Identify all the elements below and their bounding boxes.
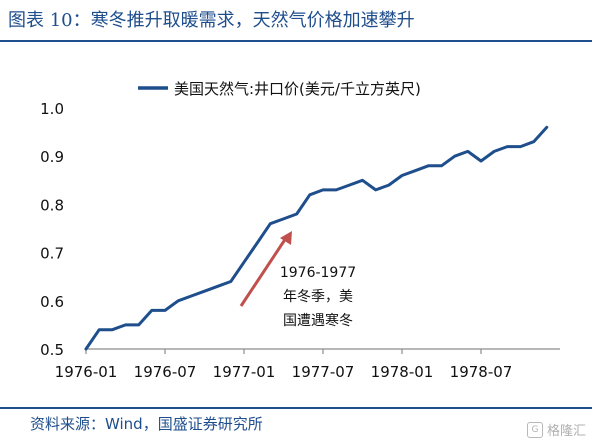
data-point bbox=[308, 193, 311, 196]
y-tick-label: 1.0 bbox=[40, 100, 64, 118]
x-tick-label: 1976-01 bbox=[55, 363, 118, 381]
y-tick-label: 0.5 bbox=[40, 341, 64, 359]
data-point bbox=[85, 348, 88, 351]
data-point bbox=[190, 295, 193, 298]
x-tick-label: 1976-07 bbox=[134, 363, 197, 381]
data-point bbox=[164, 309, 167, 312]
y-tick-label: 0.8 bbox=[40, 196, 64, 214]
data-point bbox=[414, 169, 417, 172]
data-point bbox=[243, 261, 246, 264]
logo-icon: G bbox=[526, 421, 543, 438]
data-point bbox=[361, 179, 364, 182]
annotation-line-2: 年冬季，美 bbox=[283, 289, 353, 305]
data-point bbox=[98, 328, 101, 331]
data-point bbox=[256, 242, 259, 245]
data-point bbox=[387, 184, 390, 187]
footer-divider bbox=[0, 407, 592, 409]
annotation-line-3: 国遭遇寒冬 bbox=[283, 312, 353, 329]
data-point bbox=[177, 299, 180, 302]
data-point bbox=[335, 188, 338, 191]
y-tick-label: 0.9 bbox=[40, 148, 64, 166]
line-chart: 美国天然气:井口价(美元/千立方英尺) 0.5 0.6 0.7 0.8 0.9 1.0 1… bbox=[40, 80, 560, 381]
annotation-arrow-head bbox=[280, 231, 292, 245]
chart-legend: 美国天然气:井口价(美元/千立方英尺) bbox=[138, 80, 421, 98]
watermark-text: 格隆汇 bbox=[546, 424, 586, 439]
data-point bbox=[519, 145, 522, 148]
data-point bbox=[532, 140, 535, 143]
data-point bbox=[427, 164, 430, 167]
y-tick-label: 0.7 bbox=[40, 245, 64, 263]
data-point bbox=[216, 285, 219, 288]
x-tick-label: 1977-01 bbox=[213, 363, 276, 381]
data-point bbox=[295, 213, 298, 216]
legend-label: 美国天然气:井口价(美元/千立方英尺) bbox=[174, 80, 421, 98]
annotation-line-1: 1976-1977 bbox=[280, 265, 356, 281]
data-point bbox=[453, 155, 456, 158]
data-point bbox=[440, 164, 443, 167]
y-axis-ticks: 0.5 0.6 0.7 0.8 0.9 1.0 bbox=[40, 100, 64, 359]
data-point bbox=[506, 145, 509, 148]
data-point bbox=[203, 290, 206, 293]
x-tick-label: 1978-07 bbox=[450, 363, 513, 381]
data-point bbox=[269, 222, 272, 225]
data-point bbox=[374, 188, 377, 191]
data-point bbox=[137, 323, 140, 326]
data-point bbox=[493, 150, 496, 153]
header-divider bbox=[0, 40, 592, 42]
data-point bbox=[322, 188, 325, 191]
y-tick-label: 0.6 bbox=[40, 293, 64, 311]
data-point bbox=[229, 280, 232, 283]
data-point bbox=[282, 217, 285, 220]
data-point bbox=[150, 309, 153, 312]
data-point bbox=[348, 184, 351, 187]
data-point bbox=[480, 160, 483, 163]
page-title: 图表 10：寒冬推升取暖需求，天然气价格加速攀升 bbox=[8, 10, 415, 31]
x-axis: 1976-01 1976-07 1977-01 1977-07 1978-01 1978-… bbox=[55, 348, 560, 381]
data-point bbox=[545, 126, 548, 129]
data-point bbox=[466, 150, 469, 153]
data-point bbox=[124, 323, 127, 326]
series-line bbox=[84, 125, 549, 351]
x-tick-label: 1977-07 bbox=[292, 363, 355, 381]
data-point bbox=[111, 328, 114, 331]
x-tick-label: 1978-01 bbox=[371, 363, 434, 381]
annotation-arrow bbox=[239, 237, 288, 307]
annotation: 1976-1977 年冬季，美 国遭遇寒冬 bbox=[239, 231, 356, 329]
watermark: G 格隆汇 bbox=[526, 420, 586, 439]
data-point bbox=[401, 174, 404, 177]
source-note: 资料来源：Wind，国盛证券研究所 bbox=[30, 415, 263, 433]
